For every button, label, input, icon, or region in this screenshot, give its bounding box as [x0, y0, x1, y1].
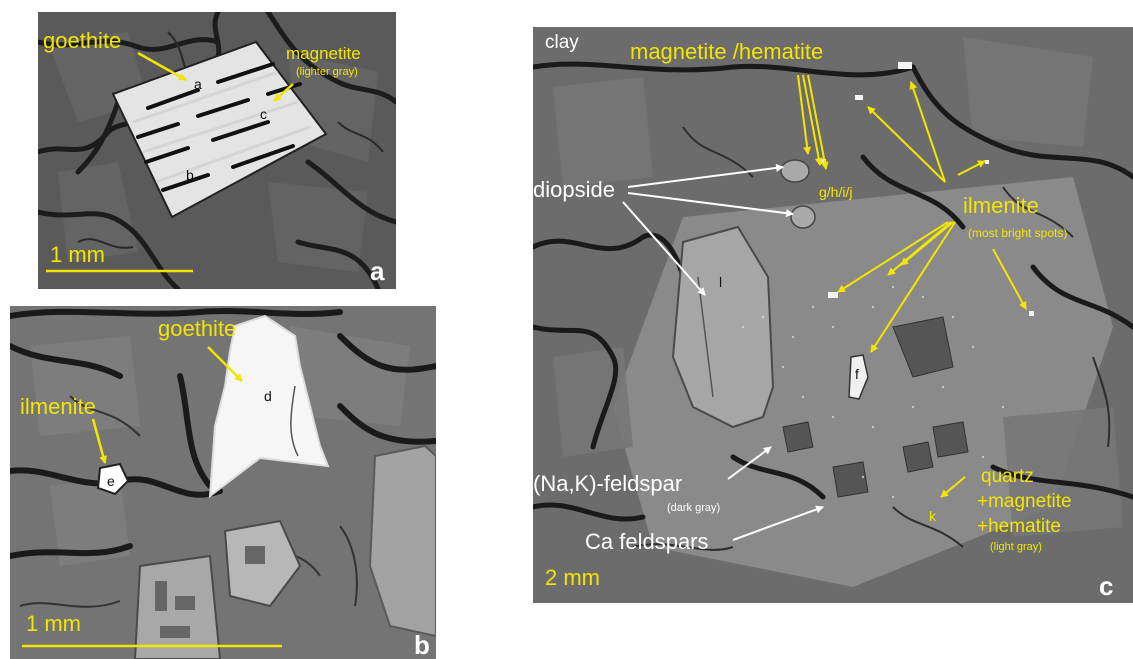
- panel-a-micrograph: [38, 12, 396, 289]
- label-quartz: quartz: [981, 466, 1034, 487]
- panel-c-micrograph: [533, 27, 1133, 603]
- panel-letter-c: c: [1099, 571, 1114, 601]
- point-label-l: l: [719, 274, 723, 290]
- scale-bar-label-b: 1 mm: [26, 611, 81, 636]
- panel-letter-a: a: [370, 256, 385, 286]
- panel-b: goethite ilmenite d e 1 mm b: [10, 306, 436, 659]
- point-label-b: b: [186, 167, 194, 183]
- label-na-k-feldspar: (Na,K)-feldspar: [533, 471, 683, 496]
- label-plus-magnetite: +magnetite: [977, 491, 1072, 512]
- label-plus-hematite: +hematite: [977, 516, 1061, 537]
- label-goethite-b: goethite: [158, 316, 237, 341]
- panel-c: clay magnetite /hematite g/h/i/j diopsid…: [533, 27, 1133, 603]
- point-label-f: f: [855, 366, 859, 382]
- point-label-k: k: [929, 508, 936, 524]
- scale-bar-label-a: 1 mm: [50, 242, 105, 267]
- label-clay: clay: [545, 32, 579, 53]
- point-label-e: e: [107, 473, 115, 489]
- scale-bar-label-c: 2 mm: [545, 565, 600, 590]
- panel-b-micrograph: [10, 306, 436, 659]
- label-dark-gray: (dark gray): [667, 502, 721, 514]
- point-label-a: a: [194, 76, 202, 92]
- panel-a: goethite magnetite (lighter gray) a b c …: [38, 12, 396, 289]
- point-label-c: c: [260, 106, 267, 122]
- label-ca-feldspars: Ca feldspars: [585, 529, 709, 554]
- label-ilmenite-b: ilmenite: [20, 394, 96, 419]
- panel-letter-b: b: [414, 630, 430, 659]
- label-light-gray: (light gray): [990, 541, 1042, 553]
- label-ilmenite-c: ilmenite: [963, 193, 1039, 218]
- label-magnetite-note: (lighter gray): [296, 66, 358, 78]
- point-label-d: d: [264, 388, 272, 404]
- label-magnetite: magnetite: [286, 44, 361, 63]
- label-ilmenite-note: (most bright spots): [968, 226, 1068, 240]
- label-diopside: diopside: [533, 177, 615, 202]
- label-goethite: goethite: [43, 28, 122, 53]
- label-magnetite-hematite: magnetite /hematite: [630, 39, 824, 64]
- label-ghij: g/h/i/j: [819, 184, 853, 200]
